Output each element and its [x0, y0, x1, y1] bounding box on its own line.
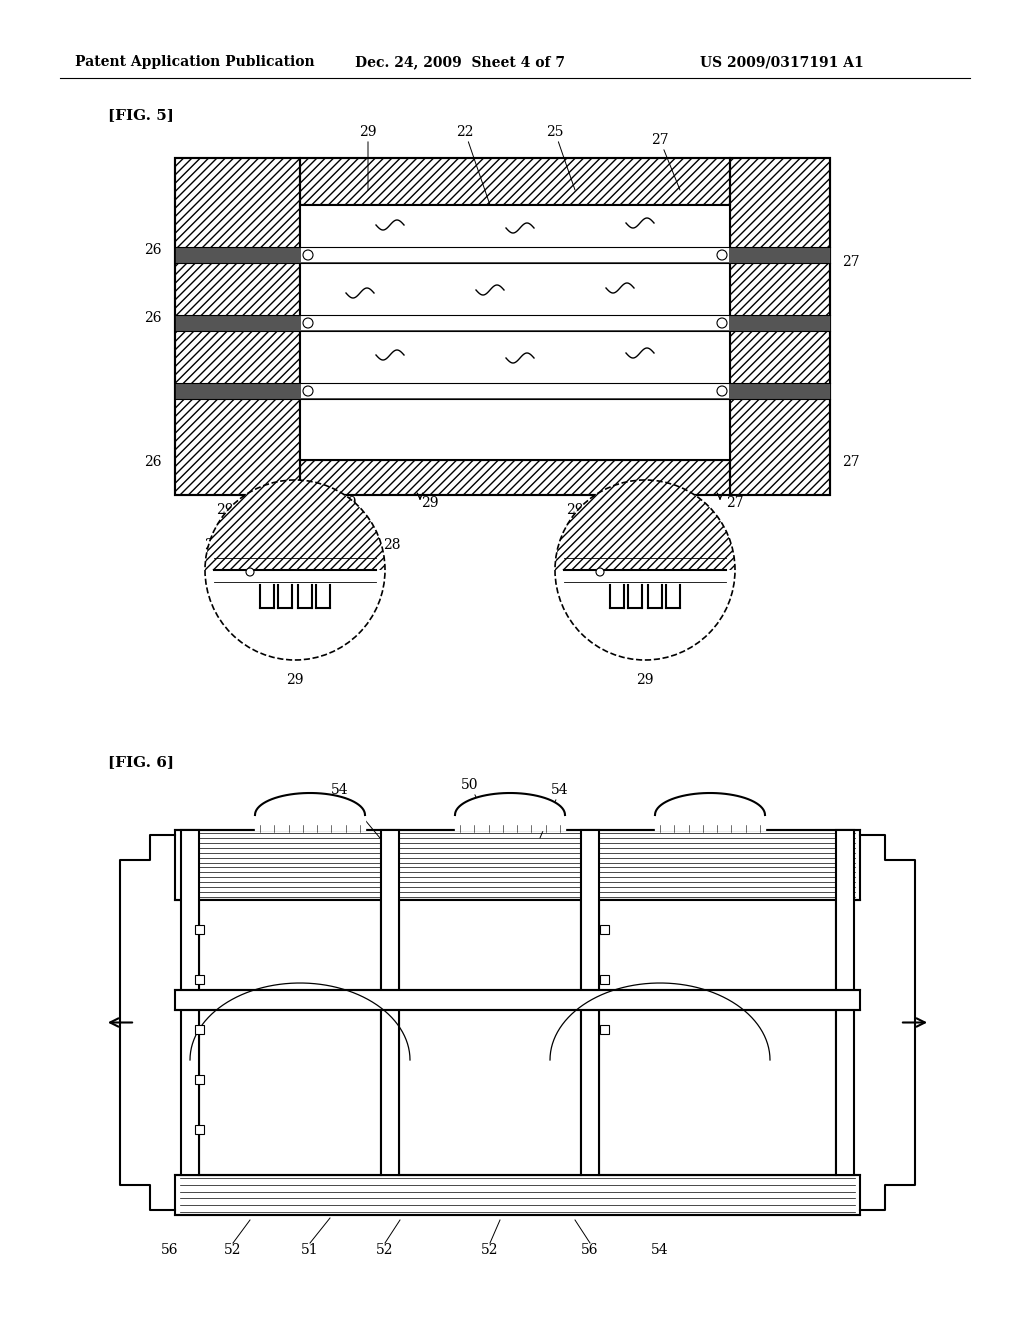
Text: 54: 54	[331, 783, 380, 838]
Text: 26: 26	[144, 312, 162, 325]
Text: 56: 56	[161, 1243, 179, 1257]
Bar	[600, 925, 609, 935]
Bar	[195, 925, 204, 935]
Circle shape	[246, 568, 254, 576]
Bar	[301, 248, 729, 261]
Bar	[175, 247, 830, 263]
Circle shape	[596, 568, 604, 576]
Bar	[195, 1026, 204, 1034]
Circle shape	[205, 480, 385, 660]
Circle shape	[555, 480, 735, 660]
Text: 29: 29	[287, 673, 304, 686]
Bar	[181, 830, 199, 1175]
Bar	[195, 1125, 204, 1134]
Text: 29: 29	[566, 503, 584, 517]
Text: 54: 54	[651, 1243, 669, 1257]
Text: 52: 52	[224, 1243, 242, 1257]
Text: 52: 52	[481, 1243, 499, 1257]
Bar	[175, 158, 830, 495]
Bar	[175, 990, 860, 1010]
Text: 54: 54	[540, 783, 568, 838]
Text: 28: 28	[383, 539, 400, 552]
Bar	[195, 975, 204, 983]
Bar	[300, 459, 730, 495]
Bar	[730, 158, 830, 495]
Circle shape	[303, 249, 313, 260]
Circle shape	[717, 318, 727, 327]
Bar	[730, 158, 830, 495]
Bar	[175, 830, 860, 900]
Text: 50: 50	[461, 777, 490, 825]
Bar	[175, 158, 300, 495]
Text: 29: 29	[636, 673, 653, 686]
Bar	[300, 158, 730, 205]
Text: 29: 29	[421, 496, 438, 510]
Text: 26: 26	[204, 539, 222, 552]
Text: 27: 27	[842, 255, 860, 269]
Text: [FIG. 5]: [FIG. 5]	[108, 108, 174, 121]
Text: 26: 26	[144, 243, 162, 257]
Bar	[581, 830, 599, 1175]
Text: 25: 25	[546, 125, 575, 190]
Bar	[599, 900, 836, 1175]
Bar	[399, 900, 581, 1175]
Text: 29: 29	[672, 496, 689, 510]
Text: [FIG. 6]: [FIG. 6]	[108, 755, 174, 770]
Bar	[175, 1175, 860, 1214]
Bar	[300, 459, 730, 495]
Bar	[301, 384, 729, 399]
Circle shape	[717, 249, 727, 260]
Text: 29: 29	[339, 496, 356, 510]
Text: Patent Application Publication: Patent Application Publication	[75, 55, 314, 69]
Bar	[600, 1026, 609, 1034]
Text: 51: 51	[301, 1243, 318, 1257]
Bar	[381, 830, 399, 1175]
Text: 56: 56	[582, 1243, 599, 1257]
Circle shape	[303, 385, 313, 396]
Text: Dec. 24, 2009  Sheet 4 of 7: Dec. 24, 2009 Sheet 4 of 7	[355, 55, 565, 69]
Bar	[199, 900, 381, 1175]
Bar	[600, 975, 609, 983]
Text: 22: 22	[457, 125, 490, 205]
Bar	[836, 830, 854, 1175]
Bar	[300, 158, 730, 205]
Text: 27: 27	[651, 133, 680, 190]
Bar	[301, 315, 729, 330]
Bar	[175, 158, 300, 495]
Circle shape	[717, 385, 727, 396]
Bar	[175, 383, 830, 399]
Text: 52: 52	[376, 1243, 394, 1257]
Bar	[300, 205, 730, 459]
Circle shape	[303, 318, 313, 327]
Text: 29: 29	[359, 125, 377, 190]
Bar	[195, 1074, 204, 1084]
Text: US 2009/0317191 A1: US 2009/0317191 A1	[700, 55, 864, 69]
Text: 26: 26	[144, 455, 162, 469]
Text: 27: 27	[842, 455, 860, 469]
Bar	[175, 315, 830, 331]
Text: 28: 28	[611, 539, 629, 552]
Text: 29: 29	[216, 503, 233, 517]
Text: 27: 27	[726, 496, 743, 510]
